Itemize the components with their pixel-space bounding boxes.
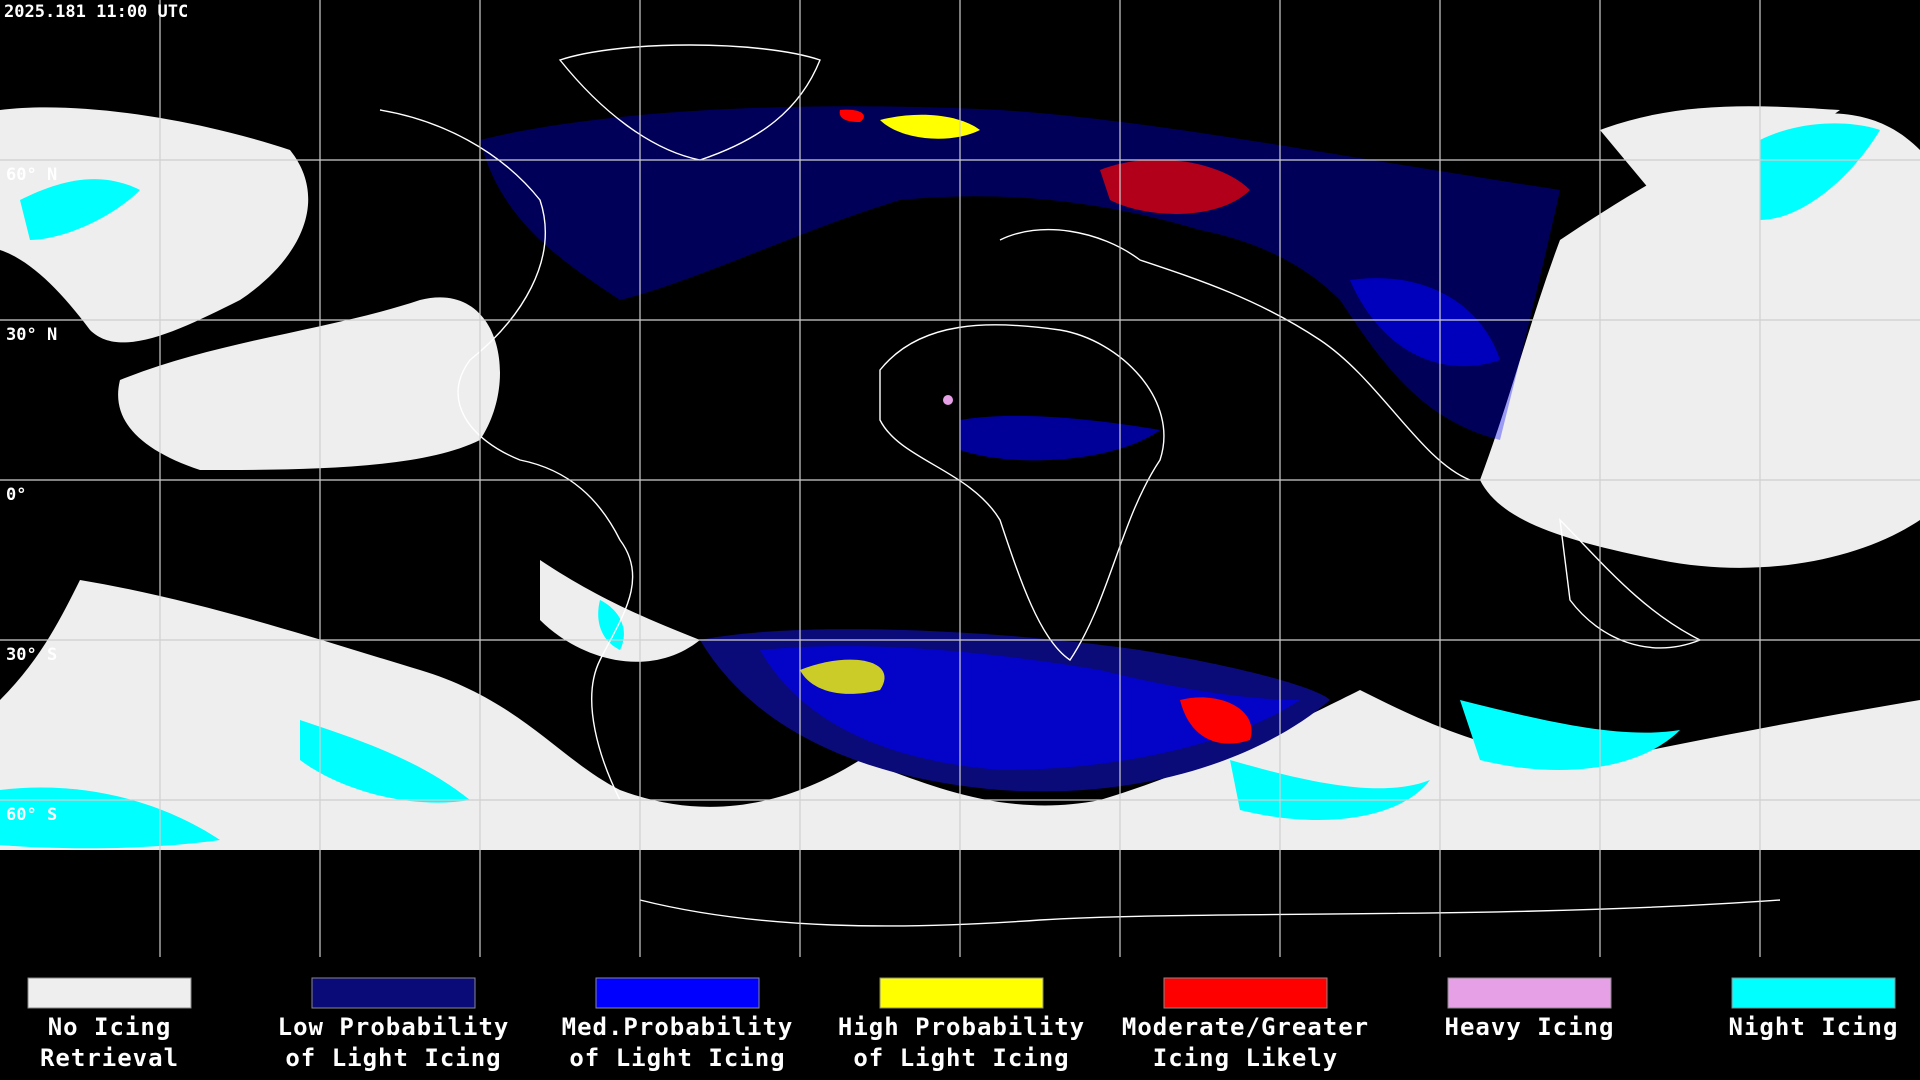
- legend: No Icing Retrieval Low Probability of Light…: [27, 977, 1899, 1072]
- latitude-label: 0°: [6, 485, 26, 505]
- legend-swatch: [879, 977, 1044, 1009]
- latitude-labels: 60° N 30° N 0° 30° S 60° S: [6, 165, 57, 825]
- latitude-label: 60° S: [6, 805, 57, 825]
- daytime-icing-fields: [480, 106, 1560, 792]
- timestamp: 2025.181 11:00 UTC: [4, 2, 188, 22]
- legend-label: Moderate/Greater: [1122, 1013, 1369, 1041]
- legend-swatch: [1447, 977, 1612, 1009]
- graticule: [0, 0, 1920, 957]
- legend-swatch: [311, 977, 476, 1009]
- latitude-label: 30° N: [6, 325, 57, 345]
- legend-label: of Light Icing: [853, 1044, 1069, 1072]
- legend-label: Heavy Icing: [1445, 1013, 1615, 1041]
- legend-label: Icing Likely: [1153, 1044, 1338, 1072]
- latitude-label: 30° S: [6, 645, 57, 665]
- legend-label: Retrieval: [40, 1044, 179, 1072]
- legend-swatch: [27, 977, 192, 1009]
- legend-swatch: [1731, 977, 1896, 1009]
- night-icing-clouds: [0, 123, 1880, 849]
- legend-label: of Light Icing: [569, 1044, 785, 1072]
- legend-swatch: [595, 977, 760, 1009]
- legend-label: High Probability: [838, 1013, 1085, 1041]
- legend-label: of Light Icing: [285, 1044, 501, 1072]
- legend-label: Low Probability: [278, 1013, 510, 1041]
- legend-swatch: [1163, 977, 1328, 1009]
- legend-label: Med.Probability: [562, 1013, 794, 1041]
- legend-label: Night Icing: [1729, 1013, 1899, 1041]
- legend-label: No Icing: [48, 1013, 172, 1041]
- latitude-label: 60° N: [6, 165, 57, 185]
